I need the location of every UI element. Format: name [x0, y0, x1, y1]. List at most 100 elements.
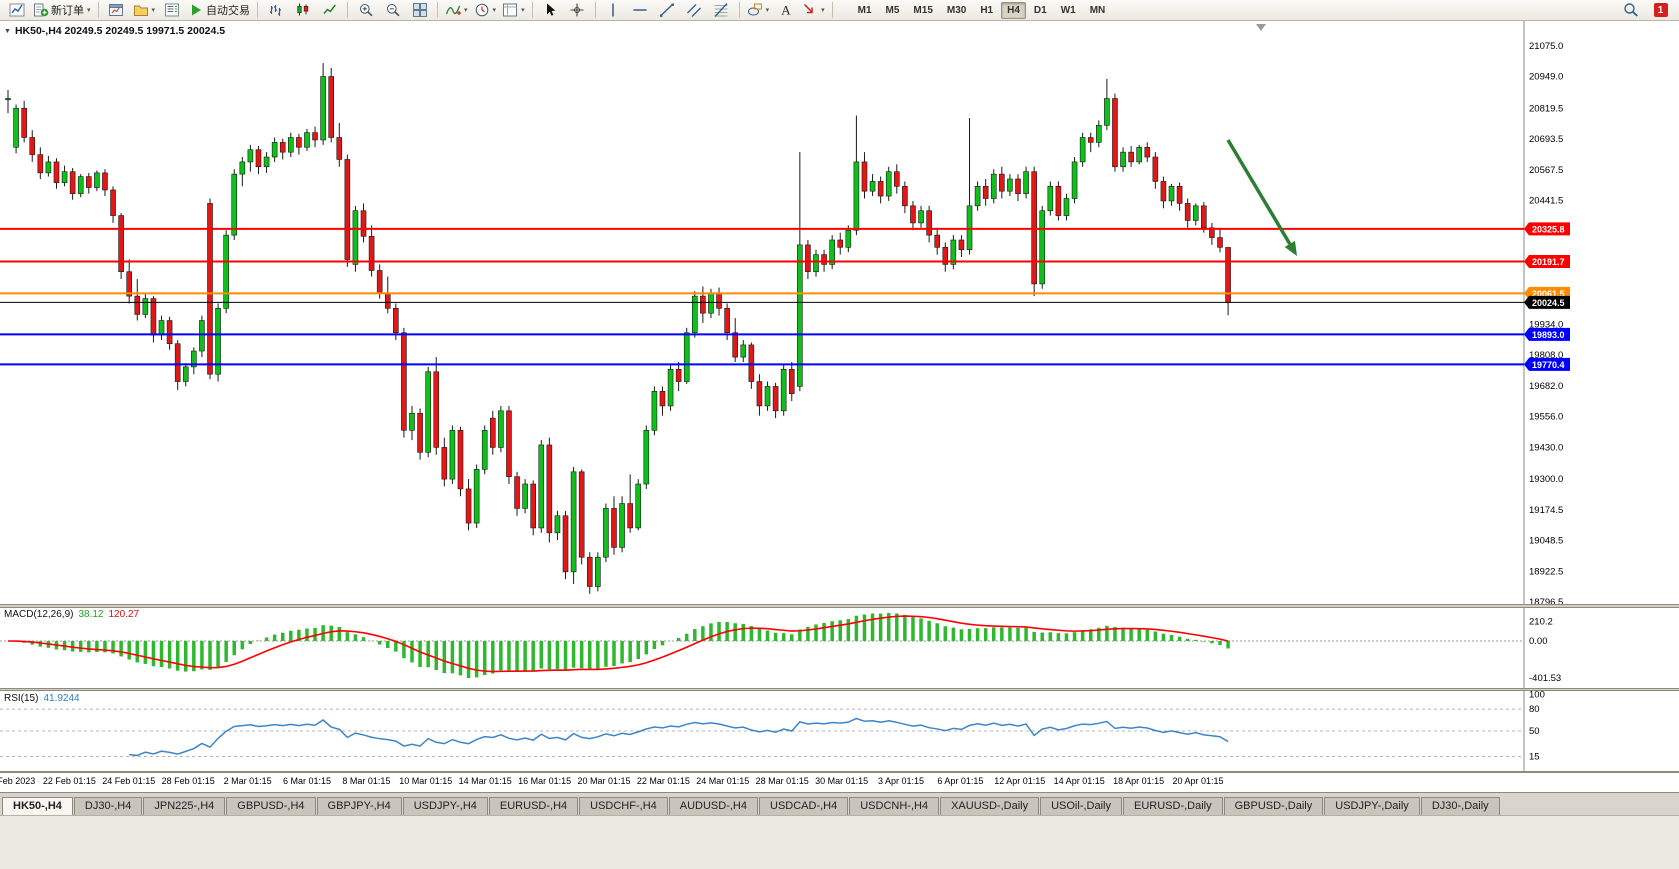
chart-tab[interactable]: DJ30-,Daily: [1420, 797, 1500, 815]
fibonacci-button[interactable]: [708, 0, 735, 21]
candle: [433, 371, 440, 448]
chart-tab[interactable]: USOil-,Daily: [1040, 797, 1122, 815]
price-axis-label: 19556.0: [1529, 412, 1563, 423]
candle: [425, 371, 431, 453]
candle: [595, 556, 601, 587]
trend-icon: [660, 3, 674, 17]
text-label-button[interactable]: A: [772, 0, 799, 21]
chart-tab[interactable]: EURUSD-,H4: [488, 797, 579, 815]
app-icon-button[interactable]: [3, 0, 30, 21]
price-badge-label: 19770.4: [1532, 360, 1565, 370]
tile-windows-button[interactable]: [406, 0, 433, 21]
market-watch-button[interactable]: [158, 0, 185, 21]
chart-tab[interactable]: JPN225-,H4: [143, 797, 226, 815]
line-icon: [322, 4, 336, 14]
auto-trading-button[interactable]: 自动交易: [185, 0, 253, 21]
timeframe-button-m5[interactable]: M5: [885, 4, 900, 16]
chart-tab[interactable]: EURUSD-,Daily: [1123, 797, 1223, 815]
panel-splitter-timeaxis[interactable]: [0, 771, 1679, 773]
vertical-line-button[interactable]: [600, 0, 627, 21]
zoom-in-button[interactable]: [352, 0, 379, 21]
timeframe-button-d1[interactable]: D1: [1033, 4, 1047, 16]
profiles-button[interactable]: ▾: [130, 0, 159, 21]
macd-value: 38.12: [78, 609, 104, 620]
timeframe-button-mn[interactable]: MN: [1089, 4, 1106, 16]
chart-tab[interactable]: USDJPY-,Daily: [1324, 797, 1420, 815]
zoom-out-button[interactable]: [379, 0, 406, 21]
candle: [926, 210, 932, 236]
chart-tab[interactable]: XAUUSD-,Daily: [940, 797, 1040, 815]
cursor-button[interactable]: [537, 0, 564, 21]
candle: [465, 488, 472, 524]
candle: [1209, 227, 1215, 238]
candle: [1201, 205, 1207, 229]
zoom-out-icon: [386, 4, 400, 17]
candle: [797, 244, 803, 387]
chart-tab[interactable]: USDJPY-,H4: [402, 797, 488, 815]
time-axis-label: 8 Mar 01:15: [342, 776, 390, 786]
candle: [166, 320, 173, 345]
alerts-button[interactable]: 1: [1647, 0, 1674, 21]
chart-tab[interactable]: USDCAD-,H4: [759, 797, 849, 815]
candle: [45, 161, 52, 174]
line-chart-button[interactable]: [316, 0, 343, 21]
indicators-button[interactable]: ▾: [442, 0, 471, 21]
candle: [611, 508, 617, 548]
candle: [457, 430, 464, 490]
bar-chart-button[interactable]: [262, 0, 289, 21]
arrow-objects-button[interactable]: ▾: [799, 0, 828, 21]
rsi-value: 41.9244: [43, 693, 80, 704]
candle: [958, 239, 965, 251]
chart-tab[interactable]: HK50-,H4: [2, 797, 73, 815]
chart-tab[interactable]: GBPUSD-,Daily: [1223, 797, 1324, 815]
toolbar-separator: [531, 2, 533, 18]
timeframe-button-m15[interactable]: M15: [913, 4, 933, 16]
chart-tab[interactable]: GBPUSD-,H4: [226, 797, 316, 815]
panel-splitter-rsi[interactable]: [0, 688, 1679, 691]
candle: [813, 254, 819, 273]
candle: [473, 469, 480, 524]
time-axis-label: 6 Apr 01:15: [937, 776, 983, 786]
price-badge-label: 19893.0: [1532, 330, 1565, 340]
dropdown-arrow-icon: ▾: [765, 7, 770, 14]
crosshair-button[interactable]: [564, 0, 591, 21]
timeframe-toolbar: M1 M5 M15 M30 H1 H4 D1 W1 MN: [851, 1, 1113, 19]
new-order-icon: [34, 3, 49, 17]
time-axis-label: 22 Feb 2023: [0, 776, 35, 786]
timeframe-button-h4[interactable]: H4: [1001, 1, 1026, 19]
shapes-button[interactable]: ▾: [744, 0, 773, 21]
panel-splitter-macd[interactable]: [0, 604, 1679, 608]
timeframe-button-m1[interactable]: M1: [857, 4, 872, 16]
trend-arrow-annotation[interactable]: [1226, 139, 1292, 245]
templates-button[interactable]: ▾: [499, 0, 528, 21]
periods-button[interactable]: ▾: [471, 0, 500, 21]
chart-tab[interactable]: USDCNH-,H4: [849, 797, 940, 815]
time-axis-label: 24 Mar 01:15: [696, 776, 749, 786]
candle: [554, 515, 561, 534]
candlestick-chart-button[interactable]: [289, 0, 316, 21]
candle: [1217, 237, 1223, 248]
timeframe-button-m30[interactable]: M30: [946, 4, 967, 16]
chart-tab[interactable]: AUDUSD-,H4: [668, 797, 758, 815]
chart-tab[interactable]: GBPJPY-,H4: [316, 797, 402, 815]
trend-arrow-head: [1284, 240, 1297, 256]
candle: [312, 132, 318, 141]
chart-tab[interactable]: DJ30-,H4: [73, 797, 143, 815]
price-axis-label: 20441.5: [1529, 196, 1563, 207]
chart-tab[interactable]: USDCHF-,H4: [579, 797, 668, 815]
trendline-button[interactable]: [654, 0, 681, 21]
search-button[interactable]: [1617, 0, 1644, 21]
channel-icon: [687, 4, 702, 17]
channel-button[interactable]: [681, 0, 708, 21]
chart-shift-marker: [1256, 24, 1266, 31]
timeframe-button-w1[interactable]: W1: [1060, 4, 1076, 16]
dropdown-arrow-icon: ▾: [87, 7, 91, 14]
horizontal-line-button[interactable]: [627, 0, 654, 21]
candle: [287, 137, 294, 153]
toolbar-separator: [831, 2, 833, 18]
charts-window-button[interactable]: [103, 0, 130, 21]
timeframe-button-h1[interactable]: H1: [980, 4, 994, 16]
candle: [1192, 205, 1199, 221]
new-order-button[interactable]: 新订单 ▾: [30, 0, 94, 21]
candle: [1184, 203, 1191, 221]
